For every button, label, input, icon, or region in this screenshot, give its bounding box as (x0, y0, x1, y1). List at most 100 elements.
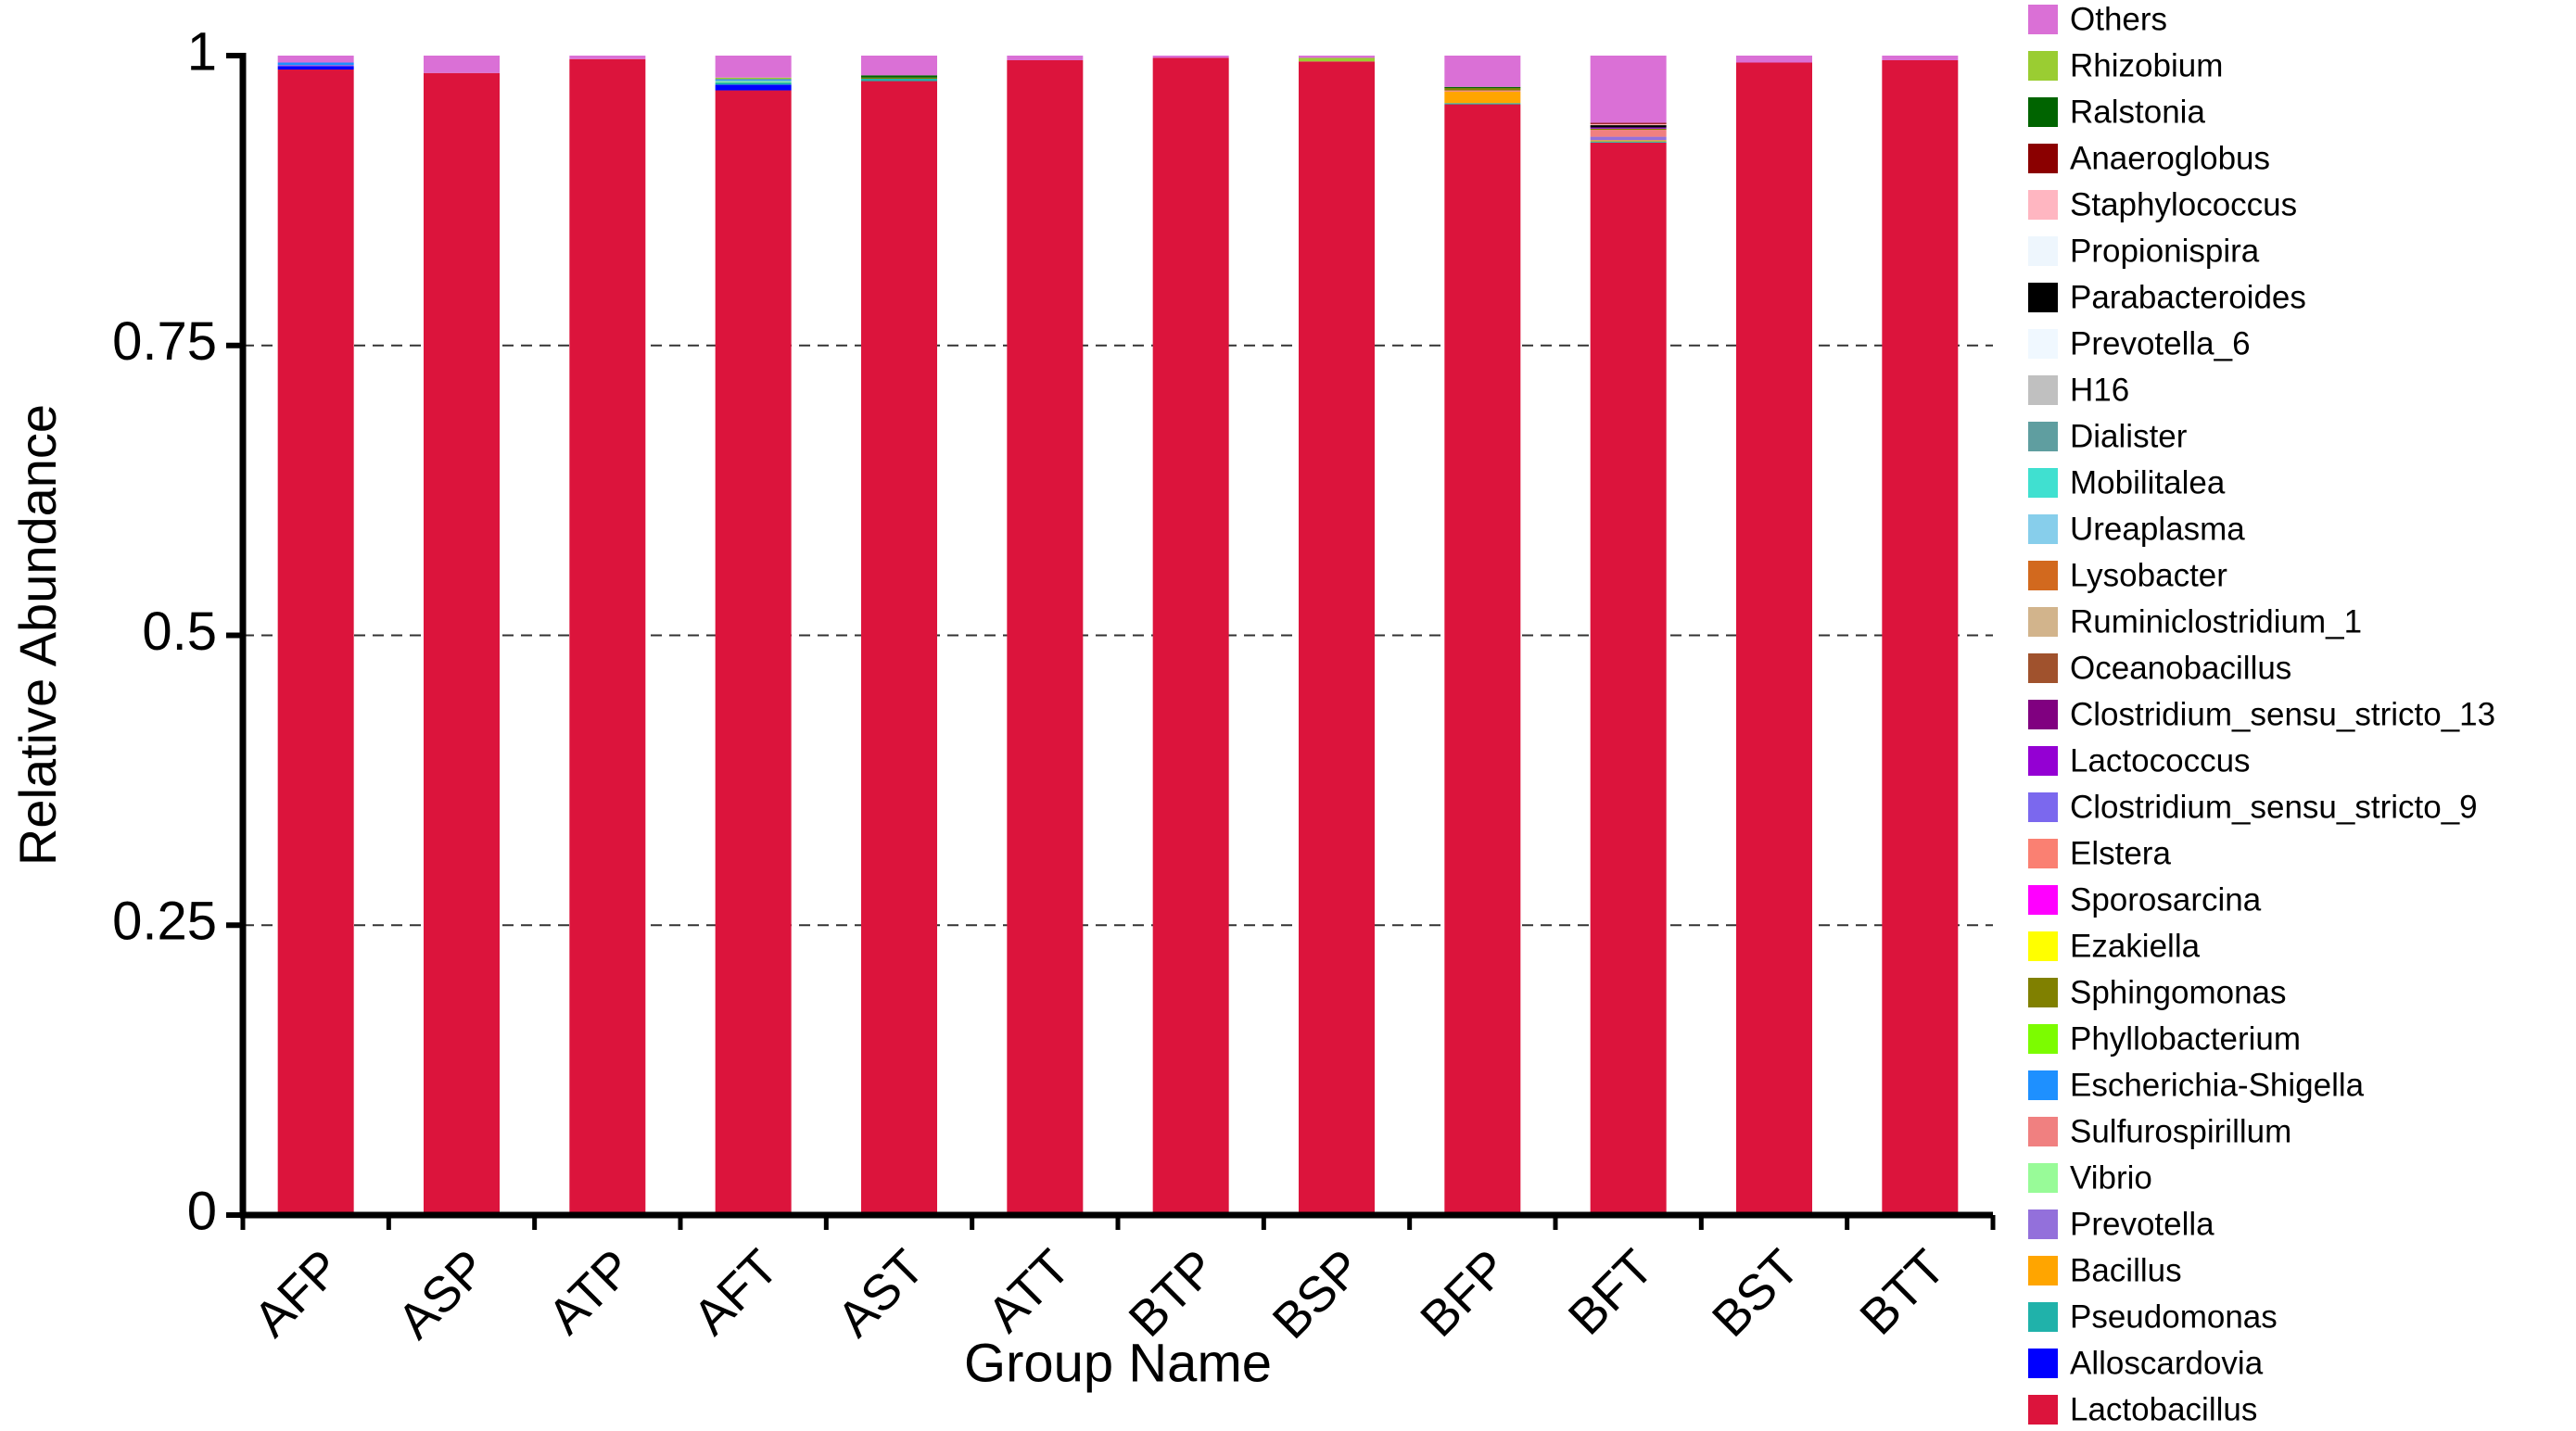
bar-segment (569, 56, 646, 59)
y-tick-label: 1 (187, 21, 217, 82)
x-tick-label: BTT (1849, 1239, 1956, 1346)
bar-segment (1590, 141, 1667, 143)
legend-swatch (2028, 1302, 2058, 1332)
y-tick-label: 0.75 (112, 311, 217, 372)
bar-segment (1152, 57, 1229, 1216)
bar-segment (277, 70, 354, 1216)
legend-swatch (2028, 514, 2058, 544)
legend-swatch (2028, 561, 2058, 590)
y-tick-label: 0.25 (112, 892, 217, 952)
legend-label: Lactobacillus (2070, 1391, 2257, 1427)
x-axis-title: Group Name (964, 1333, 1272, 1393)
x-tick-label: ASP (387, 1239, 498, 1349)
bar-segment (861, 81, 937, 1216)
bar-segment (1736, 62, 1812, 1216)
bar-segment (1590, 122, 1667, 124)
legend-swatch (2028, 144, 2058, 173)
legend-label: Lysobacter (2070, 557, 2227, 593)
legend-label: Phyllobacterium (2070, 1020, 2301, 1057)
legend-swatch (2028, 97, 2058, 127)
bar-segment (1882, 60, 1959, 1215)
legend-swatch (2028, 283, 2058, 312)
bar-segment (1444, 103, 1521, 105)
legend-label: Clostridium_sensu_stricto_9 (2070, 789, 2478, 825)
legend-swatch (2028, 978, 2058, 1007)
legend-label: Parabacteroides (2070, 279, 2306, 315)
bar-segment (715, 80, 792, 82)
bar-segment (1007, 56, 1084, 61)
bar-segment (277, 62, 354, 66)
x-tick-label: AFT (683, 1239, 790, 1346)
x-tick-label: AFP (244, 1239, 352, 1348)
bar-segment (277, 56, 354, 63)
bar-segment (1590, 125, 1667, 128)
legend-swatch (2028, 1349, 2058, 1378)
legend-swatch (2028, 5, 2058, 34)
x-tick-label: BSP (1263, 1239, 1373, 1349)
bar-segment (424, 56, 500, 73)
bar-segment (277, 65, 354, 67)
legend-label: Mobilitalea (2070, 464, 2226, 500)
legend-label: Sulfurospirillum (2070, 1113, 2291, 1149)
legend-swatch (2028, 329, 2058, 359)
legend-label: Others (2070, 1, 2167, 37)
legend-label: Pseudomonas (2070, 1298, 2278, 1335)
bar-segment (1299, 61, 1375, 1215)
legend-label: Elstera (2070, 835, 2171, 871)
bar-segment (1444, 88, 1521, 91)
legend-label: Oceanobacillus (2070, 650, 2291, 686)
y-axis-title: Relative Abundance (8, 404, 67, 866)
y-tick-label: 0 (187, 1181, 217, 1241)
legend-swatch (2028, 1209, 2058, 1239)
bar-segment (715, 84, 792, 91)
bar-segment (277, 66, 354, 70)
y-tick-label: 0.5 (142, 602, 217, 662)
legend-swatch (2028, 375, 2058, 405)
legend-label: H16 (2070, 372, 2129, 408)
bar-segment (1590, 123, 1667, 126)
legend-label: Ruminiclostridium_1 (2070, 603, 2362, 640)
legend-label: Ralstonia (2070, 94, 2205, 130)
bar-segment (1590, 56, 1667, 123)
legend-label: Prevotella (2070, 1206, 2214, 1242)
legend-swatch (2028, 236, 2058, 266)
bar-segment (715, 56, 792, 78)
x-tick-label: BFT (1558, 1239, 1665, 1346)
legend-swatch (2028, 931, 2058, 961)
legend-label: Staphylococcus (2070, 186, 2297, 222)
bar-segment (569, 58, 646, 1215)
x-tick-label: BTP (1119, 1239, 1227, 1348)
x-tick-label: ATT (977, 1239, 1081, 1343)
bar-segment (715, 90, 792, 1215)
bar-segment (715, 77, 792, 80)
bar-segment (715, 82, 792, 85)
bar-segment (861, 56, 937, 76)
legend-label: Propionispira (2070, 233, 2260, 269)
bar-segment (1882, 56, 1959, 61)
bar-segment (1590, 140, 1667, 142)
bar-segment (1444, 86, 1521, 89)
legend-label: Prevotella_6 (2070, 325, 2251, 361)
legend-swatch (2028, 1163, 2058, 1193)
bar-segment (861, 77, 937, 80)
legend-label: Rhizobium (2070, 47, 2223, 83)
legend-label: Sporosarcina (2070, 881, 2262, 918)
x-tick-label: BST (1702, 1239, 1810, 1348)
bar-segment (1590, 128, 1667, 131)
legend-label: Alloscardovia (2070, 1345, 2264, 1381)
legend-label: Ezakiella (2070, 928, 2201, 964)
bar-segment (1590, 142, 1667, 1216)
bar-segment (715, 79, 792, 81)
legend-label: Ureaplasma (2070, 511, 2245, 547)
legend-swatch (2028, 746, 2058, 776)
legend-swatch (2028, 792, 2058, 822)
bar-segment (1590, 130, 1667, 137)
bar-segment (1444, 91, 1521, 104)
legend-swatch (2028, 1256, 2058, 1285)
legend-swatch (2028, 1117, 2058, 1146)
legend-label: Escherichia-Shigella (2070, 1067, 2365, 1103)
legend-label: Sphingomonas (2070, 974, 2287, 1010)
legend-swatch (2028, 1024, 2058, 1054)
